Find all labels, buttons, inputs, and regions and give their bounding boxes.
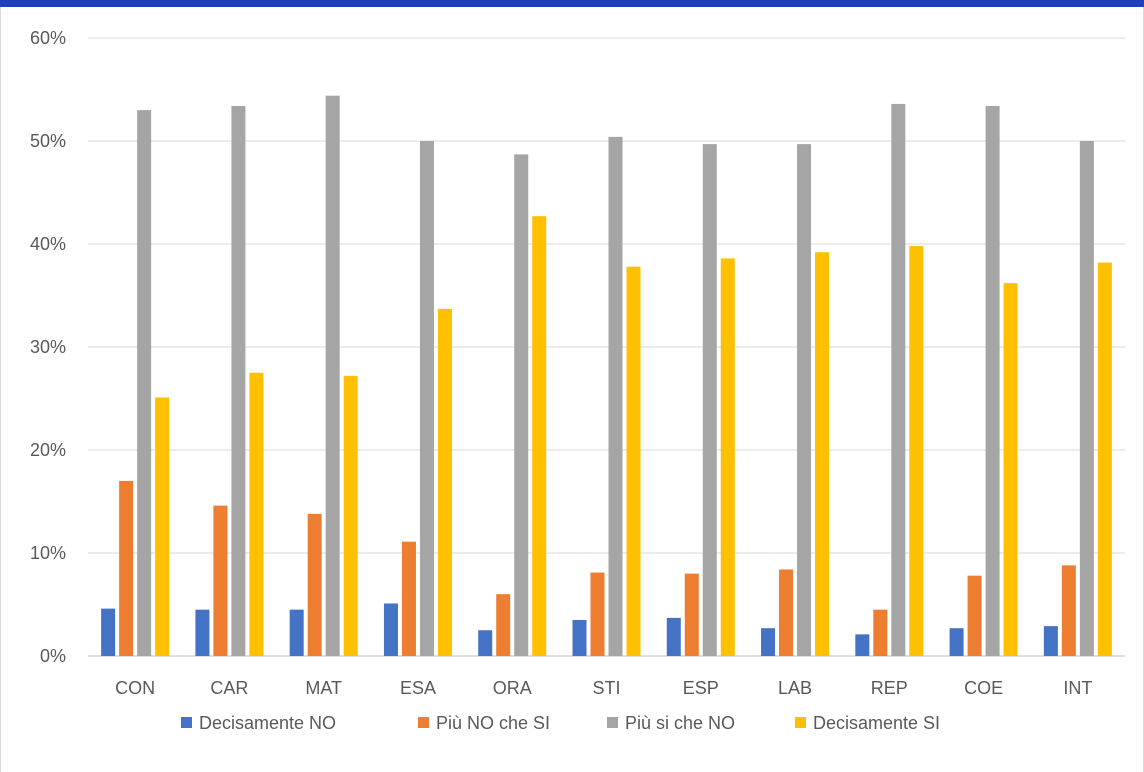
legend-label: Più NO che SI [436,713,550,733]
bar-car-series-1 [195,609,210,656]
legend-label: Decisamente NO [199,713,336,733]
bar-lab-series-1 [761,628,776,656]
bar-esa-series-1 [383,603,398,656]
bar-esp-series-3 [702,144,717,656]
bar-ora-series-2 [496,594,511,656]
bar-con-series-1 [101,608,116,656]
bar-esa-series-2 [401,541,416,656]
bar-esp-series-4 [720,258,735,656]
bar-esa-series-4 [437,308,452,656]
bar-sti-series-3 [608,136,623,656]
bar-int-series-4 [1097,262,1112,656]
bar-lab-series-4 [815,252,830,657]
bar-esa-series-3 [419,141,434,656]
bar-ora-series-4 [532,216,547,656]
x-tick-label: ESA [400,678,436,698]
x-tick-label: STI [592,678,620,698]
x-tick-label: INT [1063,678,1092,698]
bar-mat-series-4 [343,375,358,656]
bar-lab-series-2 [779,569,794,656]
legend-swatch [795,717,806,728]
bar-car-series-3 [231,105,246,657]
y-tick-label: 60% [30,28,66,48]
x-axis-tick-labels: CON CAR MAT ESA ORA STI ESP LAB REP COE INT [115,678,1092,698]
bar-ora-series-3 [514,154,529,656]
bar-rep-series-2 [873,609,888,656]
bar-coe-series-1 [949,628,964,656]
bar-rep-series-4 [909,246,924,656]
bar-rep-series-1 [855,634,870,656]
bar-car-series-4 [249,372,264,656]
bar-rep-series-3 [891,103,906,657]
legend-label: Più si che NO [625,713,735,733]
bar-int-series-2 [1061,565,1076,656]
legend-swatch [607,717,618,728]
bar-esp-series-1 [666,617,681,656]
x-tick-label: CON [115,678,155,698]
frame-top-border [0,0,1144,7]
bar-lab-series-3 [797,144,812,656]
bar-sti-series-1 [572,619,587,656]
x-tick-label: REP [871,678,908,698]
bar-mat-series-3 [325,95,340,657]
x-tick-label: CAR [210,678,248,698]
bar-sti-series-4 [626,266,641,656]
legend: Decisamente NO Più NO che SI Più si che NO… [181,713,940,733]
bar-car-series-2 [213,505,228,656]
bars [101,95,1112,657]
x-tick-label: ESP [683,678,719,698]
y-tick-label: 30% [30,337,66,357]
x-tick-label: COE [964,678,1003,698]
x-tick-label: LAB [778,678,812,698]
bar-coe-series-3 [985,105,1000,657]
bar-ora-series-1 [478,630,493,656]
y-axis-tick-labels: 0% 10% 20% 30% 40% 50% 60% [30,28,66,666]
x-tick-label: ORA [493,678,532,698]
frame-left-border [0,7,1,772]
bar-mat-series-2 [307,513,322,656]
y-tick-label: 50% [30,131,66,151]
y-tick-label: 0% [40,646,66,666]
legend-swatch [418,717,429,728]
y-tick-label: 40% [30,234,66,254]
bar-con-series-4 [155,397,170,656]
legend-label: Decisamente SI [813,713,940,733]
bar-sti-series-2 [590,572,605,656]
bar-int-series-1 [1043,626,1058,656]
legend-swatch [181,717,192,728]
bar-coe-series-2 [967,575,982,656]
bar-esp-series-2 [684,573,699,656]
y-tick-label: 20% [30,440,66,460]
x-tick-label: MAT [305,678,342,698]
bar-con-series-2 [119,480,134,656]
bar-con-series-3 [137,110,152,657]
bar-mat-series-1 [289,609,304,656]
y-tick-label: 10% [30,543,66,563]
bar-coe-series-4 [1003,283,1018,656]
bar-int-series-3 [1079,141,1094,656]
